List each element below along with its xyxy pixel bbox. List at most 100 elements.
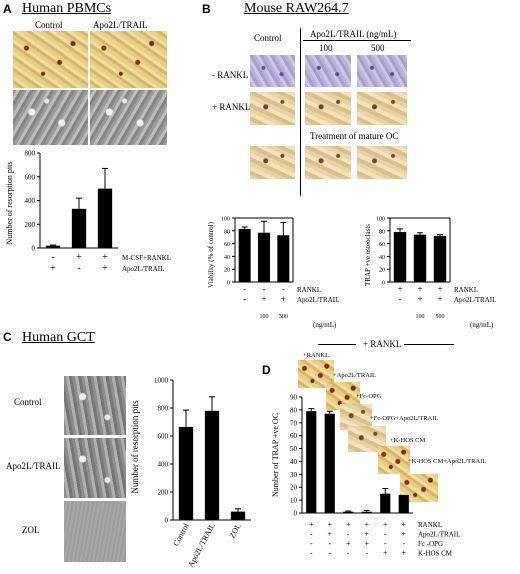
panel-c-row-control: Control	[14, 397, 42, 407]
panel-d-sign: +	[364, 539, 369, 548]
panel-d-sign: +	[401, 520, 406, 529]
panel-d-ytick-label: 80	[290, 406, 298, 414]
gct-trail-photo	[64, 438, 126, 498]
panel-b-viability-ytick-label: 100	[221, 217, 230, 223]
panel-a-ylabel: Number of resorption pits	[5, 162, 14, 245]
panel-b-trap-row-label: Apo2L/TRAIL	[454, 296, 496, 304]
panel-a-col-trail: Apo2L/TRAIL	[93, 20, 148, 30]
panel-a-sign: +	[102, 252, 108, 263]
panel-b-trap-sign: +	[437, 284, 442, 294]
panel-c-row-trail: Apo2L/TRAIL	[6, 461, 61, 471]
panel-d-photo-label-4: +Fc-OPG+Apo2L/TRAIL	[370, 415, 439, 422]
panel-d-ytick-label: 70	[290, 419, 298, 427]
panel-d-sign: -	[347, 549, 350, 558]
panel-b-trap-unit: (ng/mL)	[470, 321, 494, 329]
panel-c-letter: C	[3, 330, 12, 344]
panel-a-sign: +	[50, 263, 56, 274]
pbmc-trail-sem-photo	[90, 90, 167, 145]
panel-b-trap-ytick-label: 80	[379, 229, 385, 235]
panel-b-trap-ytick-label: 60	[379, 242, 385, 248]
panel-d-bar	[398, 494, 409, 513]
panel-d-ylabel: Number of TRAP +ve OC	[271, 413, 280, 497]
panel-d-bar	[306, 411, 317, 513]
panel-b-title: Mouse RAW264.7	[244, 1, 349, 16]
panel-b-trap-dose: 100	[416, 314, 425, 320]
panel-c-bar	[178, 426, 194, 520]
gct-zol-photo	[64, 501, 126, 562]
panel-d-sign: +	[346, 520, 351, 529]
panel-b-viability-row-label: Apo2L/TRAIL	[297, 296, 339, 304]
panel-b-viability-bar	[238, 228, 251, 282]
panel-b-dose-100: 100	[319, 43, 333, 53]
panel-b-trap-sign: +	[437, 294, 442, 304]
panel-b-viability-sign: -	[243, 294, 246, 304]
panel-b-divider	[300, 28, 301, 196]
panel-b-letter: B	[202, 2, 211, 16]
panel-d-bar	[324, 413, 335, 513]
panel-a-ytick-label: 200	[25, 221, 36, 229]
panel-b-trap-ytick-label: 40	[379, 255, 385, 261]
panel-d-bar	[361, 511, 372, 513]
panel-c-bar	[204, 410, 220, 520]
panel-d-sign: -	[384, 530, 387, 539]
raw-100-mature-photo	[305, 146, 351, 179]
panel-a-ytick-label: 800	[25, 150, 36, 158]
panel-d-bar	[343, 511, 354, 513]
panel-b-trap-ylabel: TRAP +ve osteoclasts	[364, 224, 372, 286]
panel-c-ylabel: Number of resorption pits	[130, 400, 140, 494]
panel-a-sign: +	[102, 263, 108, 274]
panel-a-sign: -	[51, 252, 54, 263]
panel-d-sign: +	[401, 549, 406, 558]
panel-d-sign: +	[327, 520, 332, 529]
panel-b-row-minus-rankl: - RANKL	[212, 70, 249, 80]
panel-d-sign: +	[383, 520, 388, 529]
panel-a-yticks: 0 200 400 600 800	[25, 150, 40, 253]
panel-d-sign: +	[309, 520, 314, 529]
raw-control-mature-photo	[250, 146, 295, 179]
panel-b-mature-label: Treatment of mature OC	[310, 131, 399, 141]
panel-b-viability-sign: +	[261, 294, 266, 304]
panel-a-row-label: Apo2L/TRAIL	[122, 265, 164, 273]
panel-d-photo-label-3: +Fc-OPG	[356, 393, 382, 400]
panel-d-ytick-label: 50	[290, 445, 298, 453]
panel-d-sign: -	[310, 549, 313, 558]
panel-d-photo-label-1: +RANKL	[303, 352, 330, 359]
panel-d-sign: +	[401, 530, 406, 539]
panel-d-ytick-label: 90	[290, 394, 298, 402]
panel-d-photo-label-2: +Apo2L/TRAIL	[333, 372, 377, 379]
panel-b-trap-sign: +	[417, 294, 422, 304]
panel-d-ytick-label: 0	[294, 510, 298, 518]
raw-500-plus-rankl-photo	[357, 92, 407, 125]
panel-b-viability-ytick-label: 0	[227, 281, 230, 287]
panel-d-row-label: Apo2L/TRAIL	[418, 531, 460, 539]
pbmc-trail-stain-photo	[90, 31, 167, 88]
panel-d-ytick-label: 30	[290, 471, 298, 479]
panel-c-ytick-label: 0	[165, 517, 169, 525]
panel-d-sign: -	[365, 549, 368, 558]
panel-d-ytick-label: 20	[290, 484, 298, 492]
panel-d-sign: +	[364, 520, 369, 529]
pbmc-control-stain-photo	[13, 31, 88, 88]
panel-b-viability-sign: +	[281, 294, 286, 304]
panel-d-header-rule-left	[318, 344, 356, 345]
panel-b-trap-bar	[433, 235, 447, 282]
panel-b-dose-500: 500	[371, 43, 385, 53]
panel-c-ytick-label: 800	[158, 405, 169, 413]
panel-b-trap-ytick-label: 20	[379, 268, 385, 274]
panel-c-ytick-label: 1000	[154, 377, 169, 385]
panel-b-viability-ytick-label: 80	[224, 229, 230, 235]
panel-d-photo-label-6: +K-HOS CM+Apo2L/TRAIL	[408, 458, 487, 465]
panel-b-viability-bar	[258, 232, 270, 282]
panel-b-trap-sign: +	[417, 284, 422, 294]
panel-b-viability-bar	[277, 235, 290, 282]
panel-d-row-label: RANKL	[418, 521, 442, 529]
panel-b-trap-sign: -	[399, 294, 402, 304]
raw-100-plus-rankl-photo	[305, 92, 351, 125]
panel-a-bar	[45, 245, 61, 248]
panel-b-viability-ytick-label: 40	[224, 255, 230, 261]
panel-d-photo-label-5: +K-HOS CM	[390, 437, 426, 444]
panel-d-sign: -	[328, 539, 331, 548]
panel-d-photo-3	[340, 404, 372, 430]
panel-b-viability-sign: -	[243, 284, 246, 294]
